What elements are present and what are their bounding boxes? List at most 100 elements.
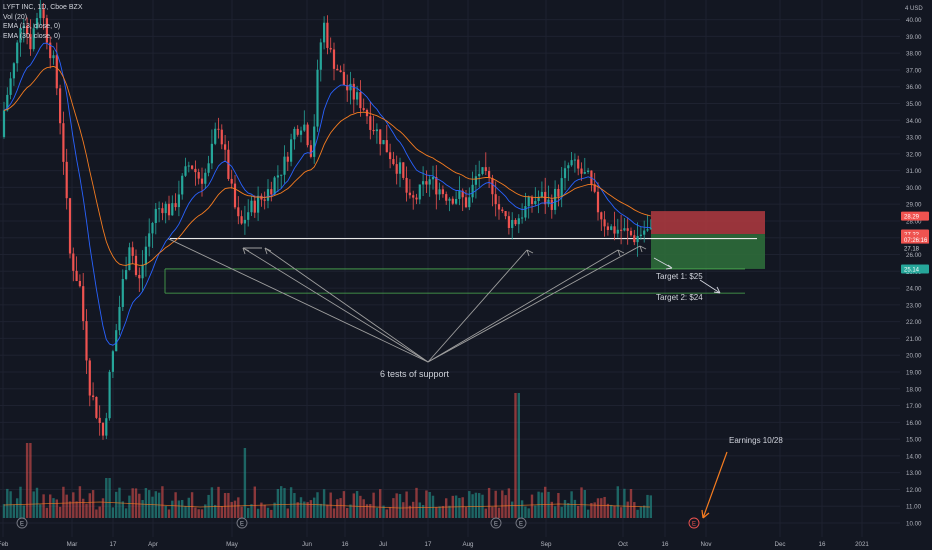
volume-indicator-label[interactable]: Vol (20) [3,13,28,21]
candle-body [98,417,101,423]
volume-bar [577,505,580,518]
candle-body [95,396,98,418]
candle-body [286,156,289,162]
volume-bar [418,502,421,518]
support-arrowhead [526,249,534,257]
candle-body [445,194,448,201]
volume-bar [316,492,319,518]
candle-body [458,190,461,199]
candle-body [616,229,619,234]
ema13-indicator-label[interactable]: EMA (13, close, 0) [3,23,61,30]
price-tick-label: 10.00 [906,521,922,528]
time-tick-label: 16 [342,541,349,548]
candle-body [395,164,398,174]
candle-body [125,270,128,280]
ema13-line [3,42,651,346]
volume-bar [487,487,491,518]
candle-body [167,203,171,216]
candle-body [544,191,547,205]
candle-body [379,129,382,145]
candle-body [524,206,527,218]
earnings-marker-label: E [494,522,498,528]
candle-body [534,201,537,204]
price-tick-label: 32.00 [906,151,922,158]
candle-body [560,178,563,197]
volume-bar [520,500,524,518]
candle-body [613,226,616,234]
candle-body [329,47,332,50]
symbol-title[interactable]: LYFT INC, 1D, Cboe BZX [3,4,83,11]
volume-bar [161,486,164,518]
earnings-marker-circle [16,517,28,529]
time-tick-label: 2021 [855,541,869,548]
volume-bar [504,495,507,518]
candle-body [22,25,25,28]
ema-lines [3,42,651,346]
time-tick-label: 17 [110,541,117,548]
volume-bar [289,487,293,518]
volume-bar [108,478,111,518]
candle-body [626,228,629,231]
price-badge-text: 25.14 [904,267,920,273]
volume-bar [547,491,550,518]
volume-bar [55,499,58,518]
candle-body [118,306,121,331]
candle-body [385,140,388,153]
volume-bar [131,488,134,518]
volume-bar [408,505,412,518]
ema30-indicator-label[interactable]: EMA (30, close, 0) [3,32,61,40]
volume-bar [75,501,78,518]
candle-body [207,163,210,173]
candle-body [303,124,306,131]
candle-body [313,126,316,157]
price-tick-label: 21.00 [906,336,922,343]
candle-body [171,203,174,216]
support-arrowhead [264,247,272,255]
candle-body [158,208,161,210]
candle-body [32,28,35,50]
candle-body [243,219,246,224]
time-axis[interactable]: Feb Mar 17 Apr May Jun 16 Jul 17 Aug Sep Oct 16 Nov De… [0,541,869,548]
volume-bar [250,504,253,518]
candle-body [138,274,141,279]
candle-body [356,92,359,100]
volume-bar [223,493,227,518]
price-badge-bg [901,211,929,221]
volume-bar [421,504,425,518]
candle-body [639,234,642,236]
time-tick-label: 16 [819,541,826,548]
candle-body [283,156,286,175]
volume-bar [190,492,194,518]
volume-ma-line [3,501,651,509]
candle-body [464,197,468,208]
candle-body [600,212,603,220]
volume-bar [200,509,204,518]
earnings-marker-circle [688,517,700,529]
volume-bar [342,491,346,518]
volume-bar [243,448,247,518]
volume-bar [461,497,464,518]
candle-body [154,208,157,223]
candle-body [441,189,444,195]
candle-body [408,192,411,196]
volume-bar [260,502,263,518]
candle-body [29,34,32,50]
volume-bar [138,493,141,518]
axis-unit-label: 4 USD [905,6,923,12]
volume-bar [563,499,567,518]
price-axis[interactable]: 40.00 39.00 38.00 37.00 36.00 35.00 34.00 33.00… [901,17,929,528]
volume-bar [339,498,342,518]
volume-bar [141,500,144,518]
volume-bar [197,509,200,518]
volume-bar [336,499,339,518]
earnings-annotation: Earnings 10/28 [729,436,783,445]
candle-body [197,172,200,179]
volume-bar [402,502,405,518]
candle-body [481,167,484,174]
candle-body [369,116,372,130]
earnings-arrow [701,451,728,519]
time-tick-label: 17 [425,541,432,548]
candle-body [517,218,520,225]
earnings-marker-circle [515,517,527,529]
